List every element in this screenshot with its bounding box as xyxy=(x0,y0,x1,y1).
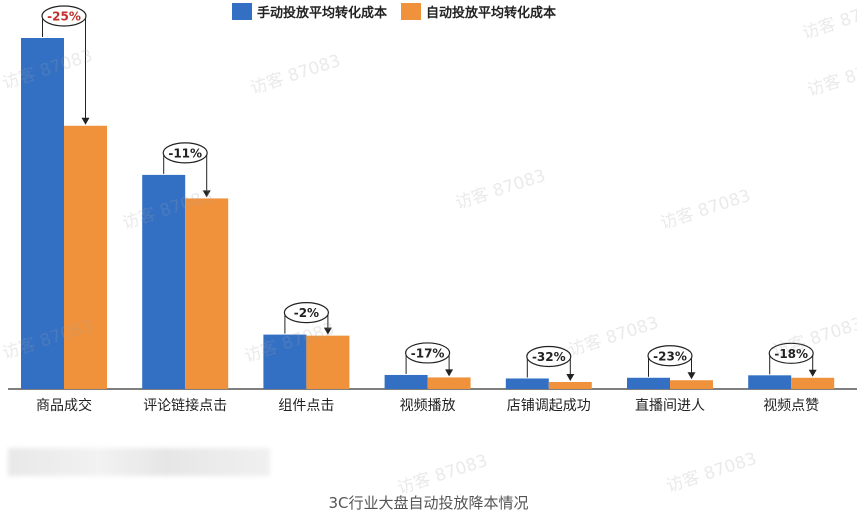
bar-auto xyxy=(548,381,592,389)
change-bubble xyxy=(768,342,814,364)
bar-chart: -25% 商品成交 -11% 评论链接点击 -2% 组件点击 -17% 视频播放 -32% 店铺调… xyxy=(8,5,857,414)
bar-manual xyxy=(384,374,428,389)
change-bubble xyxy=(405,342,451,364)
change-label: -2% xyxy=(294,306,319,320)
bar-auto xyxy=(306,335,350,389)
x-tick-label: 组件点击 xyxy=(278,398,334,414)
bar-manual xyxy=(627,377,670,389)
bar-auto xyxy=(791,377,835,389)
change-bubble xyxy=(162,142,208,164)
bar-manual xyxy=(21,38,64,389)
bar-manual xyxy=(505,378,549,389)
change-label: -23% xyxy=(653,349,687,363)
bar-manual xyxy=(263,334,307,389)
watermark-text: 访客 87083 xyxy=(663,448,760,497)
connector-arrow xyxy=(808,369,817,377)
change-bubble xyxy=(647,345,693,367)
legend-label-auto: 自动投放平均转化成本 xyxy=(426,6,557,21)
connector-arrow xyxy=(566,373,575,381)
change-label: -18% xyxy=(774,347,808,361)
x-tick-label: 商品成交 xyxy=(36,397,92,414)
change-bubble xyxy=(283,301,329,324)
x-tick-label: 店铺调起成功 xyxy=(507,398,591,414)
x-tick-label: 评论链接点击 xyxy=(143,397,227,414)
connector-arrow xyxy=(202,190,211,198)
bar-auto xyxy=(64,125,107,389)
legend-swatch-auto xyxy=(401,3,422,20)
change-bubble xyxy=(526,345,572,368)
connector-arrow xyxy=(81,117,90,125)
connector-arrow xyxy=(445,369,454,377)
change-label: -32% xyxy=(532,350,566,364)
connector-arrow xyxy=(687,372,696,380)
legend-item-auto: 自动投放平均转化成本 xyxy=(401,2,556,21)
x-tick-label: 视频播放 xyxy=(400,398,456,414)
connector-arrow xyxy=(323,327,332,335)
watermark-text: 访客 87083 xyxy=(394,450,491,499)
legend-item-manual: 手动投放平均转化成本 xyxy=(232,2,387,21)
change-bubble xyxy=(41,5,87,27)
legend: 手动投放平均转化成本 自动投放平均转化成本 xyxy=(232,2,556,21)
blurred-text xyxy=(8,448,270,476)
legend-label-manual: 手动投放平均转化成本 xyxy=(257,6,388,21)
change-label: -11% xyxy=(168,146,202,160)
bar-manual xyxy=(748,375,792,389)
x-tick-label: 视频点赞 xyxy=(763,398,819,414)
change-label: -25% xyxy=(47,10,81,24)
bar-manual xyxy=(142,174,186,389)
bar-auto xyxy=(427,377,471,389)
x-tick-label: 直播间进人 xyxy=(635,397,705,414)
legend-swatch-manual xyxy=(232,3,252,20)
change-label: -17% xyxy=(411,346,445,360)
bar-auto xyxy=(670,380,713,389)
chart-caption: 3C行业大盘自动投放降本情况 xyxy=(328,494,529,512)
bar-auto xyxy=(185,198,229,389)
